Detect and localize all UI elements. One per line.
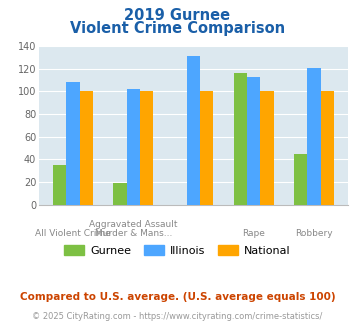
Bar — [127, 89, 140, 205]
Bar — [53, 165, 66, 205]
Text: Compared to U.S. average. (U.S. average equals 100): Compared to U.S. average. (U.S. average … — [20, 292, 335, 302]
Bar — [307, 68, 321, 205]
Bar — [200, 91, 213, 205]
Text: Robbery: Robbery — [295, 229, 333, 239]
Legend: Gurnee, Illinois, National: Gurnee, Illinois, National — [60, 241, 295, 260]
Bar — [113, 183, 127, 205]
Text: 2019 Gurnee: 2019 Gurnee — [125, 8, 230, 23]
Bar — [80, 91, 93, 205]
Bar — [294, 154, 307, 205]
Bar — [66, 82, 80, 205]
Bar — [260, 91, 274, 205]
Text: All Violent Crime: All Violent Crime — [35, 229, 111, 239]
Text: © 2025 CityRating.com - https://www.cityrating.com/crime-statistics/: © 2025 CityRating.com - https://www.city… — [32, 312, 323, 321]
Bar — [247, 77, 260, 205]
Bar — [187, 56, 200, 205]
Text: Aggravated Assault: Aggravated Assault — [89, 220, 178, 229]
Text: Rape: Rape — [242, 229, 265, 239]
Bar — [234, 73, 247, 205]
Text: Violent Crime Comparison: Violent Crime Comparison — [70, 21, 285, 36]
Bar — [140, 91, 153, 205]
Text: Murder & Mans...: Murder & Mans... — [94, 229, 172, 239]
Bar — [321, 91, 334, 205]
